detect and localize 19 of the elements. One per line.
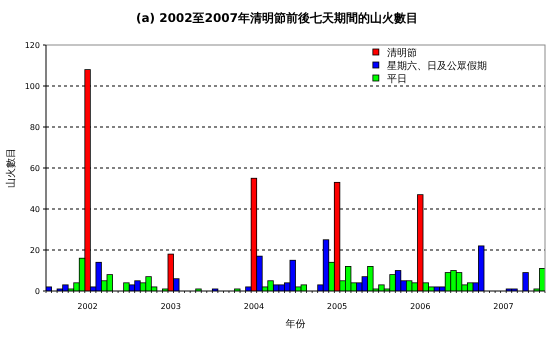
x-tick-label: 2006 [410, 302, 430, 311]
x-tick-label: 2007 [493, 302, 514, 311]
x-tick-label: 2004 [244, 302, 264, 311]
x-tick-label: 2005 [326, 302, 348, 311]
x-tick-label: 2002 [77, 302, 98, 311]
y-tick-label: 60 [30, 164, 40, 173]
y-tick-label: 80 [30, 123, 40, 132]
chart-title: (a) 2002至2007年清明節前後七天期間的山火數目 [136, 11, 418, 25]
legend-label: 清明節 [386, 47, 417, 59]
y-tick-label: 20 [30, 246, 40, 255]
x-axis-title: 年份 [286, 318, 306, 330]
y-tick-label: 120 [24, 41, 40, 50]
y-tick-label: 100 [24, 82, 40, 91]
legend-label: 平日 [386, 74, 407, 85]
y-tick-label: 40 [30, 205, 40, 214]
x-tick-label: 2003 [160, 302, 181, 311]
y-tick-label: 0 [34, 287, 40, 296]
y-axis-title: 山火數目 [5, 148, 17, 188]
legend-label: 星期六、日及公眾假期 [386, 60, 487, 72]
